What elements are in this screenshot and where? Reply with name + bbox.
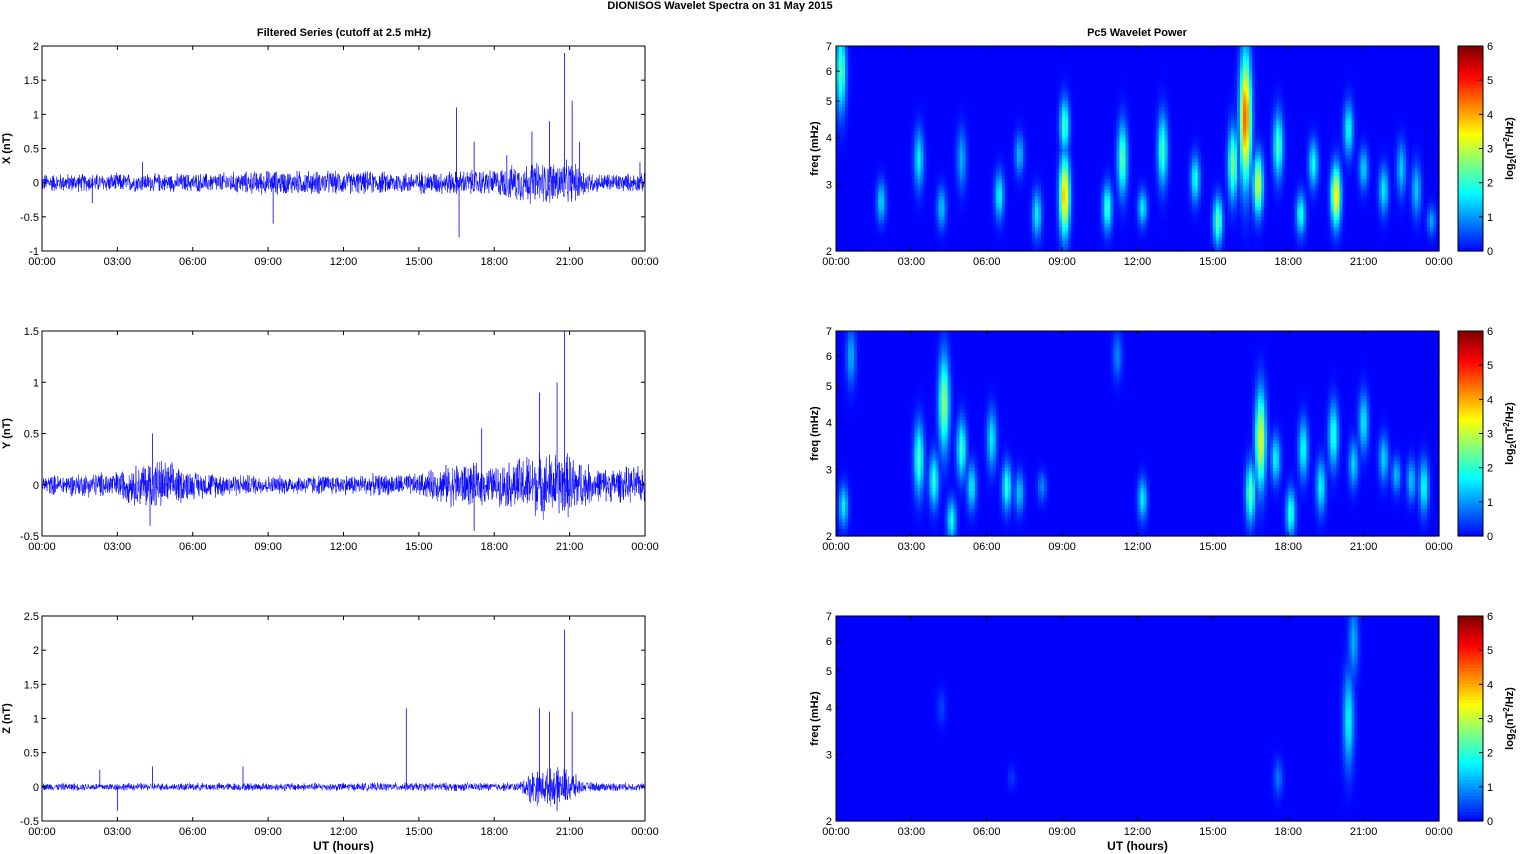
y-tick-label: 1 (33, 714, 39, 726)
heatmap-cells (836, 46, 1440, 252)
x-tick-label: 18:00 (480, 826, 508, 838)
y-series-chart: -0.500.511.500:00 03:00 06:00 09:00 12:00 15:… (1, 326, 659, 553)
right-column-title: Pc5 Wavelet Power (1087, 27, 1188, 39)
y-axis-label: Y (nT) (1, 418, 13, 449)
y-axis-label: Z (nT) (1, 703, 13, 734)
x-tick-label: 03:00 (104, 256, 132, 268)
x-tick-label: 12:00 (330, 826, 358, 838)
x-tick-label: 00:00 (28, 826, 56, 838)
y-tick-label: 0 (33, 178, 39, 190)
y-axis-label: X (nT) (1, 133, 13, 164)
x-tick-label: 00:00 (28, 256, 56, 268)
y-tick-label: 1.5 (24, 679, 39, 691)
x-axis-label: UT (hours) (313, 839, 374, 853)
x-tick-label: 12:00 (330, 541, 358, 553)
x-tick-label: 00:00 (631, 541, 659, 553)
x-tick-label: 06:00 (179, 256, 207, 268)
y-tick-label: 2 (33, 41, 39, 53)
y-tick-label: 2.5 (24, 611, 39, 623)
x-tick-label: 15:00 (405, 826, 433, 838)
y-tick-label: 0 (33, 480, 39, 492)
x-tick-label: 12:00 (330, 256, 358, 268)
y-tick-label: 0 (33, 782, 39, 794)
z-series-chart: -0.500.511.522.500:00 03:00 06:00 09:00 12:0… (1, 611, 659, 853)
y-tick-label: 1 (33, 377, 39, 389)
x-tick-label: 03:00 (104, 826, 132, 838)
plot-area (42, 331, 645, 536)
x-tick-label: 03:00 (104, 541, 132, 553)
x-tick-label: 09:00 (254, 256, 282, 268)
x-tick-label: 06:00 (179, 826, 207, 838)
x-tick-label: 21:00 (556, 826, 584, 838)
y-tick-label: 1.5 (24, 75, 39, 87)
x-tick-label: 09:00 (254, 541, 282, 553)
x-tick-label: 00:00 (28, 541, 56, 553)
x-tick-label: 00:00 (631, 256, 659, 268)
y-tick-label: -0.5 (20, 212, 39, 224)
y-tick-label: 1.5 (24, 326, 39, 338)
y-tick-label: 0.5 (24, 748, 39, 760)
x-tick-label: 18:00 (480, 256, 508, 268)
y-tick-label: 2 (33, 645, 39, 657)
y-tick-label: 0.5 (24, 429, 39, 441)
y-tick-label: 0.5 (24, 144, 39, 156)
x-tick-label: 21:00 (556, 541, 584, 553)
y-tick-label: 1 (33, 109, 39, 121)
x-tick-label: 15:00 (405, 541, 433, 553)
x-tick-label: 21:00 (556, 256, 584, 268)
x-tick-label: 18:00 (480, 541, 508, 553)
x-tick-label: 00:00 (631, 826, 659, 838)
left-column-title: Filtered Series (cutoff at 2.5 mHz) (257, 27, 432, 39)
x-tick-label: 09:00 (254, 826, 282, 838)
x-tick-label: 06:00 (179, 541, 207, 553)
figure-title: DIONISOS Wavelet Spectra on 31 May 2015 (607, 0, 832, 12)
x-tick-label: 15:00 (405, 256, 433, 268)
plot-area (42, 46, 645, 251)
